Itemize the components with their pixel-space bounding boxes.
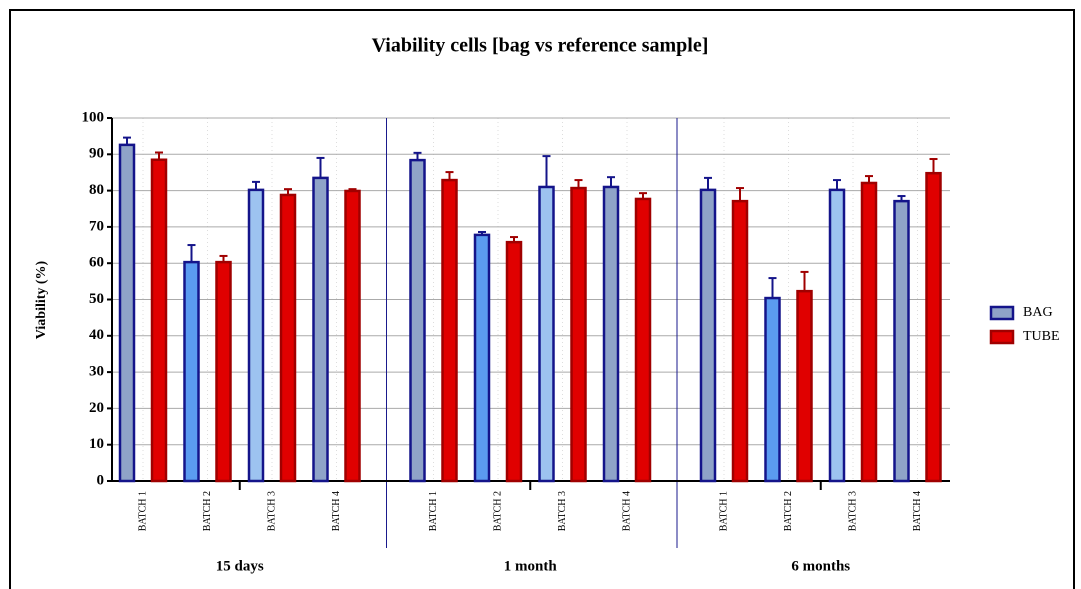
y-tick-label: 60	[89, 255, 104, 271]
y-tick-label: 70	[89, 218, 104, 234]
y-tick-label: 50	[89, 291, 104, 307]
x-tick-label: BATCH 3	[557, 491, 568, 531]
legend-label: BAG	[1023, 305, 1053, 320]
bar	[409, 158, 426, 483]
legend-swatch	[989, 329, 1015, 345]
bar	[796, 289, 813, 483]
bar	[279, 193, 297, 483]
y-tick-label: 30	[89, 364, 104, 380]
x-tick-label: BATCH 2	[202, 491, 213, 531]
y-tick-label: 80	[89, 182, 104, 198]
bar	[247, 188, 265, 483]
bar	[828, 188, 846, 483]
x-tick-label: BATCH 1	[718, 491, 729, 531]
x-tick-label: BATCH 3	[266, 491, 277, 531]
bar	[441, 178, 458, 483]
bar	[344, 189, 361, 483]
group-label: 1 month	[504, 558, 558, 574]
legend-label: TUBE	[1023, 329, 1060, 344]
x-tick-label: BATCH 4	[912, 491, 923, 531]
group-label: 6 months	[791, 558, 850, 574]
bar	[731, 199, 749, 483]
bar	[118, 143, 136, 483]
bar	[538, 185, 555, 483]
bar	[602, 185, 620, 483]
chart-title: Viability cells [bag vs reference sample…	[372, 35, 709, 57]
legend-swatch	[989, 305, 1015, 321]
x-tick-label: BATCH 4	[331, 491, 342, 531]
x-tick-label: BATCH 4	[621, 491, 632, 531]
bar	[473, 233, 491, 483]
group-label: 15 days	[216, 558, 264, 574]
x-tick-label: BATCH 2	[783, 491, 794, 531]
bar	[150, 158, 168, 483]
y-tick-label: 90	[89, 146, 104, 162]
y-tick-label: 100	[82, 109, 105, 125]
x-tick-label: BATCH 3	[847, 491, 858, 531]
x-tick-label: BATCH 1	[137, 491, 148, 531]
bar	[312, 176, 329, 483]
bar	[215, 260, 232, 483]
bar	[764, 296, 781, 483]
y-tick-label: 0	[97, 472, 105, 488]
y-axis-label: Viability (%)	[34, 260, 49, 339]
bar	[183, 260, 200, 483]
y-tick-label: 10	[89, 436, 104, 452]
x-tick-label: BATCH 1	[428, 491, 439, 531]
bar	[699, 188, 717, 483]
bar	[505, 240, 523, 483]
y-tick-label: 20	[89, 400, 104, 416]
x-tick-label: BATCH 2	[492, 491, 503, 531]
bar	[570, 186, 587, 483]
bar	[860, 181, 878, 483]
y-tick-label: 40	[89, 327, 104, 343]
bar	[925, 171, 942, 483]
bar	[893, 199, 910, 483]
frame	[9, 9, 1075, 589]
bar	[634, 197, 652, 483]
